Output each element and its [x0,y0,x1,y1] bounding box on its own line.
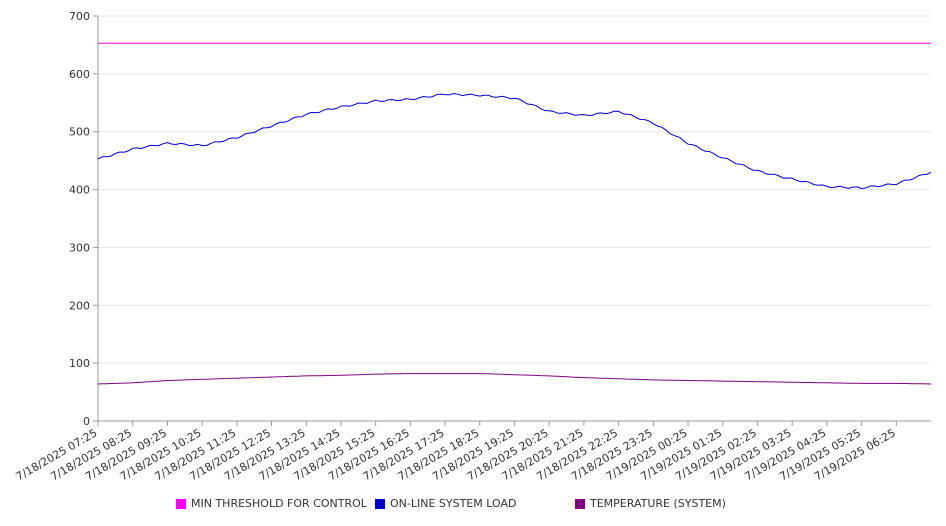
legend-swatch-system-load [375,498,385,509]
legend-label-min-threshold: MIN THRESHOLD FOR CONTROL [191,497,367,510]
y-tick-label: 300 [69,241,90,254]
x-axis-ticks: 7/18/2025 07:257/18/2025 08:257/18/2025 … [14,421,898,483]
legend-label-system-load: ON-LINE SYSTEM LOAD [390,497,517,510]
y-tick-label: 100 [69,357,90,370]
y-tick-label: 0 [83,415,90,428]
y-tick-label: 600 [69,68,90,81]
axes [97,16,931,422]
legend-swatch-temperature [575,498,585,509]
legend-item-min-threshold[interactable]: MIN THRESHOLD FOR CONTROL [176,497,367,510]
y-tick-label: 500 [69,126,90,139]
y-tick-label: 200 [69,299,90,312]
legend-item-temperature[interactable]: TEMPERATURE (SYSTEM) [575,497,726,510]
series-line-2 [97,373,932,385]
series-line-1 [97,92,932,190]
legend: MIN THRESHOLD FOR CONTROL ON-LINE SYSTEM… [0,497,946,515]
y-tick-label: 400 [69,184,90,197]
y-axis-ticks: 0 100 200 300 400 500 600 700 [69,10,98,428]
legend-swatch-min-threshold [176,498,186,509]
y-tick-label: 700 [69,10,90,23]
legend-label-temperature: TEMPERATURE (SYSTEM) [590,497,726,510]
series-lines [97,42,932,385]
legend-item-system-load[interactable]: ON-LINE SYSTEM LOAD [375,497,516,510]
grid-lines [98,15,931,364]
